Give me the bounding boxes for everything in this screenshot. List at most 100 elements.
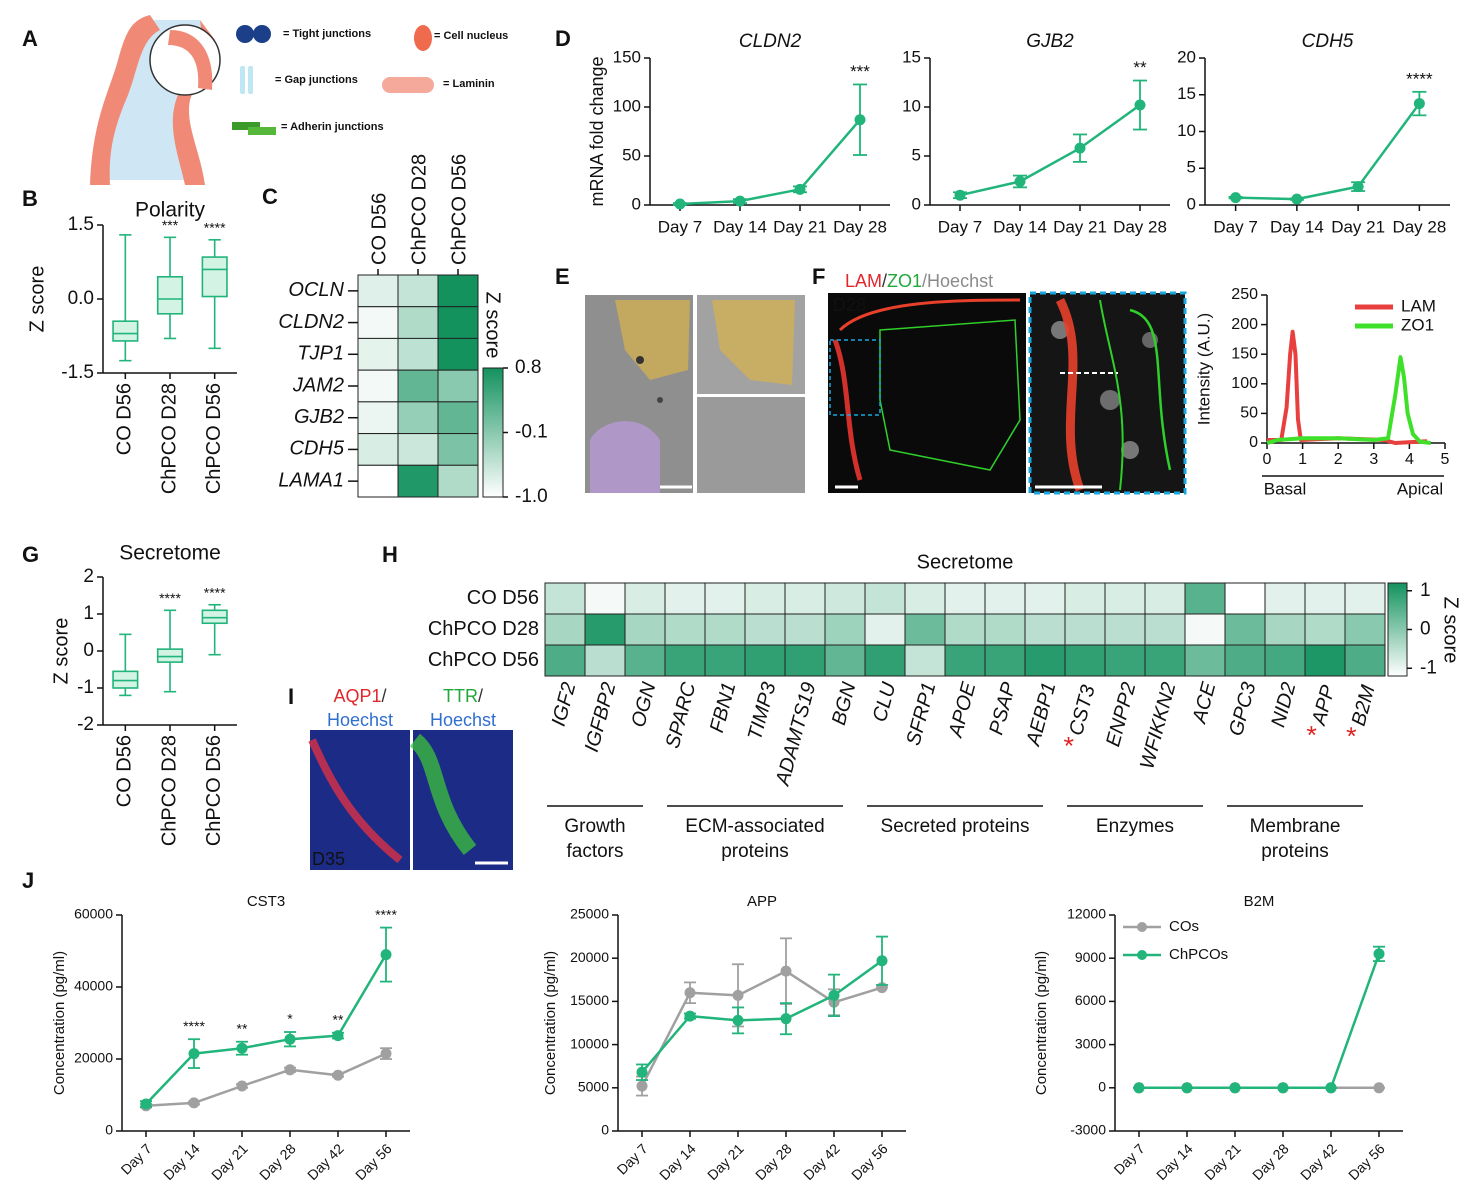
x-tick-label: 1: [1298, 451, 1307, 468]
series-line: [145, 953, 388, 1105]
y-tick-label: 5: [1187, 158, 1196, 177]
data-point: [1373, 948, 1385, 960]
y-tick-label: 150: [1231, 345, 1258, 362]
heatmap-cell: [784, 582, 826, 615]
row-label: GJB2: [294, 406, 344, 428]
heatmap-cell: [544, 644, 586, 677]
heatmap-cell: [584, 613, 626, 646]
panel-label: E: [555, 264, 570, 289]
colorbar-tick-label: -1.0: [515, 486, 548, 507]
data-point: [332, 1069, 344, 1081]
heatmap-cell: [904, 582, 946, 615]
heatmap-cell: [1344, 582, 1386, 615]
heatmap-cell: [784, 613, 826, 646]
column-label-text: CST3: [1065, 683, 1099, 738]
stain-part: Hoechst: [327, 710, 393, 730]
x-tick-label: Day 28: [1113, 217, 1167, 236]
y-axis-label: Intensity (A.U.): [1194, 313, 1213, 425]
y-tick-label: 9000: [1075, 949, 1106, 965]
y-axis-label: Z score: [50, 618, 72, 685]
significance-label: ****: [159, 590, 181, 606]
column-label: *CST3: [1057, 682, 1103, 752]
column-label-text: ADAMTS19: [772, 680, 821, 789]
data-point: [876, 955, 888, 967]
data-point: [674, 198, 686, 210]
column-label: *APP: [1300, 681, 1343, 741]
heatmap-cell: [397, 433, 439, 466]
colorbar-label: Z score: [1440, 597, 1462, 664]
column-label: CLU: [869, 680, 901, 725]
heatmap-cell: [1024, 644, 1066, 677]
row-label: JAM2: [292, 374, 344, 396]
column-label: *B2M: [1339, 681, 1382, 741]
heatmap-cell: [1144, 582, 1186, 615]
column-label-text: WFIKKN2: [1136, 680, 1180, 772]
data-point: [188, 1048, 200, 1060]
heatmap-cell: [1264, 644, 1306, 677]
x-tick-label: ChPCO D56: [203, 383, 225, 494]
y-tick-label: 0: [83, 640, 94, 661]
schematic-legend-label: = Gap junctions: [275, 74, 358, 86]
data-point: [734, 195, 746, 207]
y-tick-label: 20000: [570, 949, 609, 965]
heatmap-cell: [1344, 644, 1386, 677]
heatmap-cell: [1104, 644, 1146, 677]
data-point: [140, 1098, 152, 1110]
colorbar: [1387, 582, 1408, 677]
column-label: ACE: [1189, 679, 1221, 726]
panel-label: H: [382, 542, 398, 567]
x-tick-label: Day 21: [208, 1140, 251, 1183]
series-line: [641, 959, 883, 1074]
heatmap-cell: [544, 613, 586, 646]
chart-title: CLDN2: [739, 31, 802, 52]
data-point: [1373, 1082, 1385, 1094]
heatmap-cell: [744, 613, 786, 646]
y-axis-label: Z score: [26, 266, 48, 333]
significance-label: ***: [850, 62, 870, 81]
x-tick-label: Day 7: [938, 217, 982, 236]
significance-label: ***: [162, 217, 179, 233]
column-label-text: AEBP1: [1023, 680, 1061, 749]
x-tick-label: 3: [1369, 451, 1378, 468]
heatmap-cell: [744, 582, 786, 615]
panel-label: G: [22, 542, 39, 567]
chart-title: APP: [747, 893, 777, 910]
column-label: IGF2: [548, 680, 581, 729]
heatmap-cell: [1264, 613, 1306, 646]
y-tick-label: 0: [632, 194, 641, 213]
data-point: [1133, 1082, 1145, 1094]
legend-label: ZO1: [1401, 315, 1434, 334]
heatmap-cell: [437, 401, 479, 435]
legend-marker: [1137, 950, 1147, 960]
heatmap-cell: [1304, 644, 1346, 677]
column-label-text: ENPP2: [1102, 680, 1140, 749]
data-point: [636, 1080, 648, 1092]
heatmap-cell: [664, 582, 706, 615]
heatmap-cell: [664, 644, 706, 677]
heatmap-cell: [1024, 613, 1066, 646]
stain-part: /: [382, 686, 387, 706]
heatmap-cell: [1064, 582, 1106, 615]
y-tick-label: -3000: [1070, 1122, 1106, 1138]
column-label: GPC3: [1225, 680, 1260, 738]
data-point: [380, 949, 392, 961]
column-label-text: SPARC: [662, 680, 701, 751]
colorbar-tick-label: -0.1: [515, 422, 548, 443]
y-tick-label: 25000: [570, 906, 609, 922]
x-tick-label: Day 56: [1345, 1140, 1388, 1183]
column-label-text: IGF2: [548, 680, 581, 729]
data-point: [780, 1013, 792, 1025]
heatmap-cell: [824, 582, 866, 615]
heatmap-cell: [944, 644, 986, 677]
x-tick-label: Day 7: [118, 1140, 155, 1177]
heatmap-cell: [437, 433, 479, 466]
panel-label: A: [22, 26, 38, 51]
box: [156, 648, 184, 663]
y-tick-label: 15: [1177, 84, 1196, 103]
row-label: CO D56: [467, 587, 539, 609]
heatmap-cell: [357, 306, 399, 339]
heatmap-cell: [437, 337, 479, 371]
y-tick-label: 10: [1177, 121, 1196, 140]
x-tick-label: Day 7: [1111, 1140, 1148, 1177]
row-label: CDH5: [290, 438, 345, 460]
